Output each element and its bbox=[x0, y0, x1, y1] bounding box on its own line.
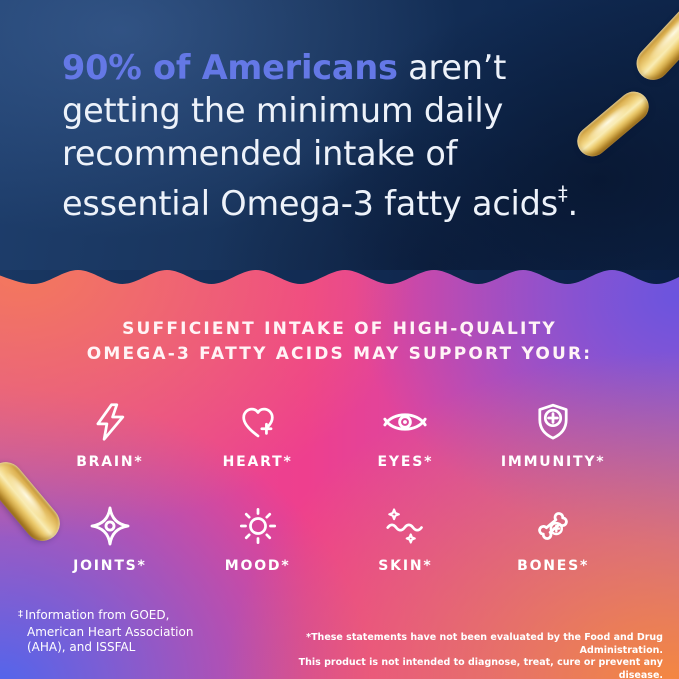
benefit-label: HEART* bbox=[222, 454, 293, 470]
double-dagger-mark: ‡ bbox=[557, 182, 568, 206]
benefit-immunity: IMMUNITY* bbox=[479, 398, 627, 470]
headline-line3: recommended intake of bbox=[62, 134, 458, 173]
headline-line4: essential Omega-3 fatty acids‡. bbox=[62, 182, 578, 224]
headline-line2: getting the minimum daily bbox=[62, 91, 504, 130]
joint-star-icon bbox=[87, 502, 133, 550]
hero-section: 90% of Americans aren’t getting the mini… bbox=[0, 0, 679, 270]
fda-disclaimer: *These statements have not been evaluate… bbox=[263, 632, 663, 679]
benefit-label: BONES* bbox=[517, 558, 590, 574]
sun-icon bbox=[236, 502, 280, 550]
fda-disclaimer-line2: This product is not intended to diagnose… bbox=[298, 657, 663, 679]
support-heading: SUFFICIENT INTAKE OF HIGH-QUALITY OMEGA-… bbox=[0, 317, 679, 367]
benefit-mood: MOOD* bbox=[184, 502, 332, 574]
benefit-label: SKIN* bbox=[378, 558, 433, 574]
source-footnote-line3: (AHA), and ISSFAL bbox=[27, 640, 136, 654]
benefits-grid: BRAIN* HEART* bbox=[36, 398, 627, 574]
benefit-label: JOINTS* bbox=[73, 558, 147, 574]
source-footnote: ‡ Information from GOED, American Heart A… bbox=[18, 608, 248, 656]
heart-plus-icon bbox=[236, 398, 280, 446]
support-heading-line2: OMEGA-3 FATTY ACIDS MAY SUPPORT YOUR: bbox=[86, 344, 593, 364]
benefit-bones: BONES* bbox=[479, 502, 627, 574]
fda-disclaimer-line1: *These statements have not been evaluate… bbox=[306, 632, 663, 656]
benefit-label: MOOD* bbox=[224, 558, 291, 574]
headline-line1: 90% of Americans aren’t bbox=[62, 48, 507, 87]
benefit-eyes: EYES* bbox=[332, 398, 480, 470]
shield-plus-icon bbox=[531, 398, 575, 446]
benefit-label: IMMUNITY* bbox=[500, 454, 606, 470]
eye-icon bbox=[382, 398, 428, 446]
benefits-section: SUFFICIENT INTAKE OF HIGH-QUALITY OMEGA-… bbox=[0, 256, 679, 679]
benefit-skin: SKIN* bbox=[332, 502, 480, 574]
support-heading-line1: SUFFICIENT INTAKE OF HIGH-QUALITY bbox=[122, 319, 557, 339]
headline-highlight: 90% of Americans bbox=[62, 48, 398, 87]
wave-divider bbox=[0, 270, 679, 284]
benefit-joints: JOINTS* bbox=[36, 502, 184, 574]
benefit-heart: HEART* bbox=[184, 398, 332, 470]
benefit-label: EYES* bbox=[377, 454, 434, 470]
double-dagger-mark: ‡ bbox=[18, 609, 23, 620]
bone-plus-icon bbox=[531, 502, 575, 550]
benefit-brain: BRAIN* bbox=[36, 398, 184, 470]
headline: 90% of Americans aren’t getting the mini… bbox=[62, 46, 622, 225]
wave-sparkle-icon bbox=[382, 502, 428, 550]
benefit-label: BRAIN* bbox=[76, 454, 144, 470]
source-footnote-line2: American Heart Association bbox=[27, 624, 194, 639]
source-footnote-line1: ‡ Information from GOED, bbox=[18, 608, 170, 622]
lightning-bolt-icon bbox=[88, 398, 132, 446]
